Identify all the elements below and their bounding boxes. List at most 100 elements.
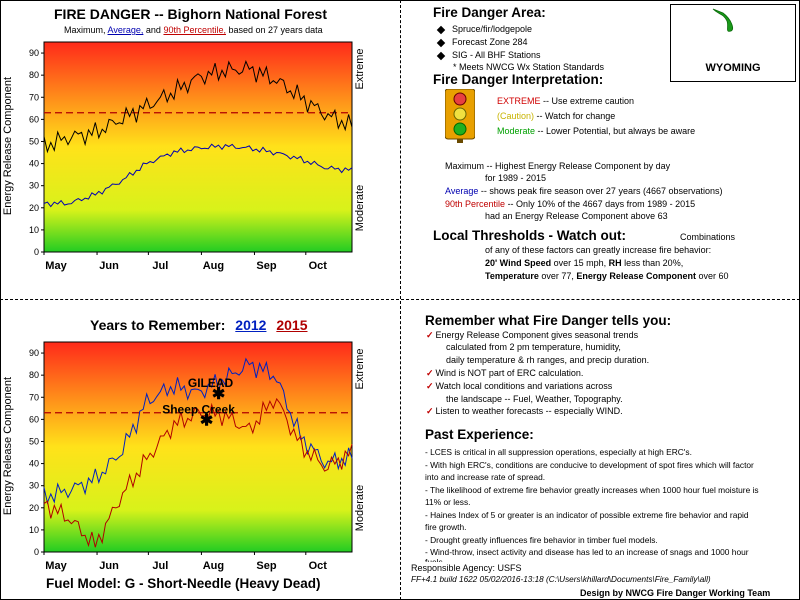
- x-tick-label: Jun: [99, 560, 119, 572]
- experience-line-5: 11% or less.: [425, 497, 471, 507]
- build-info: FF+4.1 build 1622 05/02/2016-13:18 (C:\U…: [411, 575, 711, 584]
- temperature-value: over 77,: [541, 271, 574, 281]
- year-2015-label: 2015: [276, 317, 308, 333]
- series-line: [43, 59, 353, 154]
- y-tick-label: 40: [29, 159, 39, 169]
- station-marker-icon: ✱: [212, 386, 225, 403]
- series-line: [43, 143, 353, 208]
- area-bullet-3: SIG - All BHF Stations: [436, 49, 541, 61]
- bullet-icon: [436, 51, 446, 60]
- x-tick-label: Jul: [152, 260, 168, 272]
- station-marker-icon: ✱: [200, 412, 213, 429]
- experience-line-7: fire growth.: [425, 522, 467, 532]
- vertical-divider: [400, 0, 401, 600]
- remember-line-1: ✓ Energy Release Component gives seasonal…: [426, 329, 638, 341]
- subtitle-max: Maximum,: [64, 25, 106, 35]
- x-tick-label: Oct: [309, 560, 328, 572]
- experience-line-3: into and increase rate of spread.: [425, 472, 546, 482]
- remember-heading: Remember what Fire Danger tells you:: [425, 313, 672, 328]
- state-map: WYOMING: [670, 4, 796, 82]
- caution-text: -- Watch for change: [536, 111, 616, 121]
- area-bullet-2-text: Forecast Zone 284: [452, 37, 528, 47]
- series-line: [43, 397, 353, 548]
- agency-label: Responsible Agency: USFS: [411, 562, 526, 574]
- y-tick-label: 70: [29, 92, 39, 102]
- legend-extreme: EXTREME -- Use extreme caution: [497, 95, 634, 107]
- y-tick-label: 70: [29, 392, 39, 402]
- y-tick-label: 20: [29, 203, 39, 213]
- forest-region-shape: [712, 8, 733, 32]
- y-tick-label: 80: [29, 70, 39, 80]
- legend-caution: (Caution) -- Watch for change: [497, 110, 615, 122]
- remember-line-2: calculated from 2 pm temperature, humidi…: [446, 342, 621, 352]
- extreme-word: EXTREME: [497, 96, 541, 106]
- chart-subtitle: Maximum, Average, and 90th Percentile, b…: [64, 25, 323, 35]
- experience-line-8: - Drought greatly influences fire behavi…: [425, 535, 658, 545]
- max-definition-2: for 1989 - 2015: [485, 173, 547, 183]
- y-tick-label: 30: [29, 481, 39, 491]
- moderate-word: Moderate: [497, 126, 536, 136]
- subtitle-90th: 90th Percentile,: [163, 25, 226, 35]
- remember-line-5-text: Watch local conditions and variations ac…: [435, 381, 613, 391]
- thresholds-line2: of any of these factors can greatly incr…: [485, 245, 712, 255]
- x-tick-label: Jun: [99, 260, 119, 272]
- remember-line-4-text: Wind is NOT part of ERC calculation.: [435, 368, 584, 378]
- remember-line-6: the landscape -- Fuel, Weather, Topograp…: [446, 394, 623, 404]
- y-tick-label: 50: [29, 136, 39, 146]
- max-definition: Maximum -- Highest Energy Release Compon…: [445, 161, 671, 171]
- y-tick-label: 10: [29, 525, 39, 535]
- y-tick-label: 90: [29, 348, 39, 358]
- remember-line-7-text: Listen to weather forecasts -- especiall…: [435, 406, 623, 416]
- p90-text: -- Only 10% of the 4667 days from 1989 -…: [507, 199, 696, 209]
- chart-top: 0 10 20 30 40 50 60 70 80 90 May Jun Jul Aug Sep Oct: [29, 41, 353, 272]
- experience-line-9: - Wind-throw, insect activity and diseas…: [425, 547, 749, 557]
- experience-line-1: - LCES is critical in all suppression op…: [425, 447, 692, 457]
- series-line: [43, 357, 353, 505]
- y-tick-label: 20: [29, 503, 39, 513]
- x-tick-label: Jul: [152, 560, 168, 572]
- years-title: Years to Remember: 2012 2015: [90, 317, 308, 333]
- extreme-text: -- Use extreme caution: [543, 96, 635, 106]
- remember-line-4: ✓ Wind is NOT part of ERC calculation.: [426, 367, 583, 379]
- traffic-light-icon: [444, 88, 476, 143]
- check-icon: ✓: [426, 381, 434, 391]
- subtitle-average: Average,: [107, 25, 144, 35]
- thresholds-heading: Local Thresholds - Watch out:: [433, 228, 627, 243]
- average-definition: Average -- shows peak fire season over 2…: [445, 185, 723, 197]
- area-heading: Fire Danger Area:: [433, 5, 546, 20]
- wind-speed-label: 20' Wind Speed: [485, 258, 552, 268]
- plot-area: [43, 341, 353, 553]
- p90-definition-2: had an Energy Release Component above 63: [485, 211, 668, 221]
- legend-moderate: Moderate -- Lower Potential, but always …: [497, 125, 695, 137]
- y-tick-label: 40: [29, 459, 39, 469]
- caution-word: (Caution): [497, 111, 535, 121]
- average-word: Average: [445, 186, 479, 196]
- p90-word: 90th Percentile: [445, 199, 506, 209]
- thresholds-line3: 20' Wind Speed over 15 mph, RH less than…: [485, 257, 683, 269]
- check-icon: ✓: [426, 406, 434, 416]
- x-tick-label: Sep: [256, 260, 276, 272]
- experience-heading: Past Experience:: [425, 427, 534, 442]
- y-tick-label: 10: [29, 225, 39, 235]
- area-bullet-3-text: SIG - All BHF Stations: [452, 50, 541, 60]
- subtitle-and: and: [145, 25, 161, 35]
- thresholds-tail: Combinations: [680, 232, 736, 242]
- average-text: -- shows peak fire season over 27 years …: [480, 186, 723, 196]
- year-2012-label: 2012: [235, 317, 267, 333]
- p90-definition: 90th Percentile -- Only 10% of the 4667 …: [445, 198, 695, 210]
- horizontal-divider: [0, 299, 800, 300]
- y-tick-label: 0: [34, 247, 39, 257]
- wind-speed-value: over 15 mph,: [553, 258, 607, 268]
- y-tick-label: 30: [29, 181, 39, 191]
- remember-line-3: daily temperature & rh ranges, and preci…: [446, 355, 650, 365]
- experience-line-6: - Haines Index of 5 or greater is an ind…: [425, 510, 749, 520]
- state-name: WYOMING: [705, 62, 761, 74]
- x-tick-label: May: [45, 560, 67, 572]
- y-tick-label: 60: [29, 414, 39, 424]
- station-label: Sheep Creek: [162, 402, 235, 416]
- years-title-prefix: Years to Remember:: [90, 317, 226, 333]
- erc-value: over 60: [698, 271, 729, 281]
- experience-line-2: - With high ERC's, conditions are conduc…: [425, 460, 754, 470]
- remember-line-1-text: Energy Release Component gives seasonal …: [435, 330, 639, 340]
